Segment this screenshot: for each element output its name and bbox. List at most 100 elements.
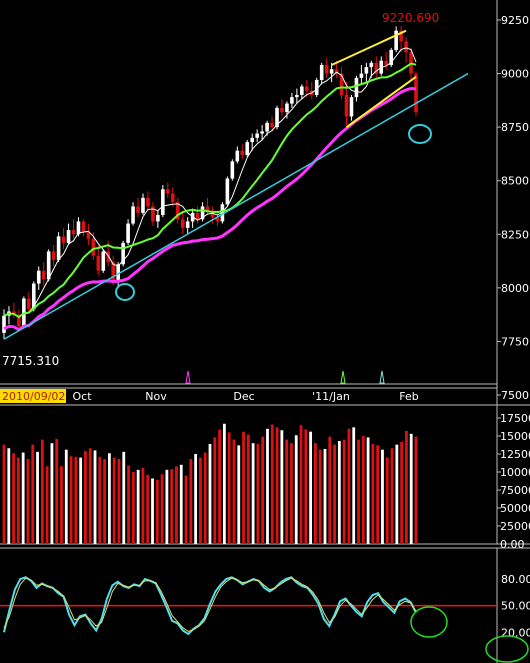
candle-body [300,86,304,95]
volume-bar [347,428,351,544]
price-tick-label: 7500 [501,389,529,402]
volume-bar [103,459,107,544]
candle-body [136,206,140,213]
volume-bar [400,441,404,544]
volume-bar [242,431,245,544]
date-label: 2010/09/02 [2,390,65,403]
volume-bar [309,431,313,544]
volume-bar [266,428,269,544]
volume-bar [390,448,394,544]
price-tick-label: 8000 [501,282,529,295]
candle-body [156,215,160,222]
volume-bar [261,436,265,544]
candle-body [384,60,389,65]
volume-bar [409,433,413,544]
volume-bar [342,439,346,544]
volume-tick-label: 175000 [500,412,530,425]
volume-bar [88,448,92,544]
volume-bar [328,436,332,544]
volume-tick-label: 125000 [500,448,530,461]
candle-body [101,251,106,271]
volume-bar [127,465,130,544]
candle-body [255,133,259,138]
moving-average-line [3,47,417,318]
candle-body [240,150,245,155]
candle-body [41,270,46,280]
volume-bar [36,451,39,544]
volume-bar [131,472,135,544]
volume-bar [333,444,336,544]
moving-average-line [3,62,417,319]
volume-bar [136,469,140,544]
candle-body [36,270,41,284]
candle-body [354,77,359,98]
volume-bar [7,448,11,544]
time-tick-label: Oct [72,390,92,403]
price-tick-label: 9000 [501,68,529,81]
candle-body [170,193,175,203]
candle-body [210,210,215,218]
candle-body [166,189,170,194]
volume-bar [160,474,164,544]
volume-bar [117,459,121,544]
volume-bar [313,443,317,544]
volume-bar [366,437,370,544]
wedge-trendline [345,75,417,128]
candle-body [364,67,369,74]
volume-bar [361,436,365,544]
volume-bar [26,459,30,544]
support-circle-marker [115,283,135,301]
volume-bar [280,430,284,544]
volume-bar [50,443,54,544]
volume-bar [385,457,389,544]
volume-bar [155,479,159,544]
volume-bar [79,457,83,544]
candle-body [324,65,329,74]
candle-body [225,178,230,205]
candle-body [126,223,130,243]
volume-bar [376,445,380,544]
volume-bar [165,469,169,544]
volume-bar [381,449,384,544]
candle-body [96,255,101,271]
volume-bar [64,449,68,544]
candle-body [285,103,289,113]
candle-body [414,73,418,113]
candle-body [31,283,36,310]
candle-body [295,95,299,98]
volume-bar [222,423,226,544]
volume-bar [60,466,63,544]
candle-body [245,142,250,155]
candle-body [235,150,240,162]
candle-body [106,251,111,263]
volume-bar [175,466,178,544]
volume-bar [69,456,73,544]
volume-bar [352,427,356,544]
candle-body [319,65,324,80]
wedge-trendline [331,29,407,66]
volume-bar [107,453,111,544]
volume-bar [290,443,293,544]
volume-tick-label: 75000 [500,484,530,497]
candle-body [250,137,254,143]
volume-tick-label: 0.00 [500,538,525,551]
candle-body [304,86,309,91]
candle-body [17,314,21,327]
volume-bar [93,450,97,544]
price-tick-label: 7750 [501,335,529,348]
candle-body [86,232,91,239]
candle-body [404,41,408,53]
candle-body [394,30,398,50]
candle-body [205,206,210,211]
stochastic-line [3,577,417,632]
time-tick-label: Dec [233,390,254,403]
volume-bar [203,452,207,544]
volume-bar [213,437,217,544]
price-tick-label: 8250 [501,228,529,241]
low-annotation: 7715.310 [2,354,59,368]
event-marker [379,370,385,384]
stochastic-tick-label: 80.00 [501,573,530,586]
